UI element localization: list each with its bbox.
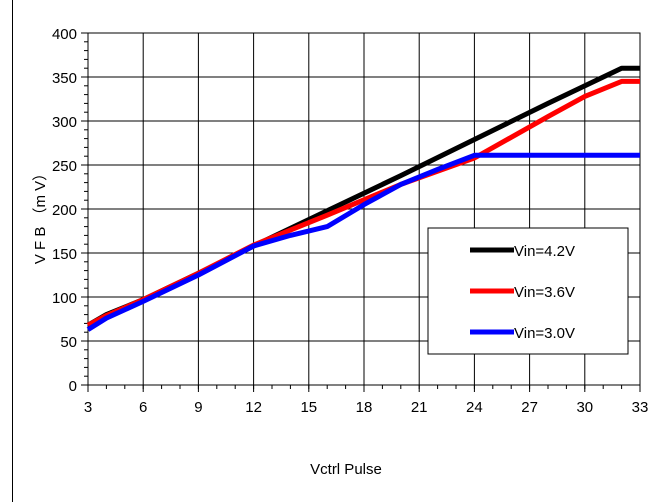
legend-label-1: Vin=4.2V bbox=[514, 243, 575, 260]
x-tick-label: 27 bbox=[521, 399, 538, 416]
legend: Vin=4.2V Vin=3.6V Vin=3.0V bbox=[427, 227, 629, 355]
x-axis-title: Vctrl Pulse bbox=[310, 461, 382, 478]
legend-label-2: Vin=3.6V bbox=[514, 284, 575, 301]
x-tick-label: 24 bbox=[466, 399, 483, 416]
x-tick-label: 33 bbox=[632, 399, 648, 416]
x-tick-label: 6 bbox=[139, 399, 147, 416]
frame-left-border bbox=[12, 0, 13, 502]
y-axis-title: V F B （m V） bbox=[32, 166, 49, 264]
y-tick-label: 200 bbox=[52, 202, 77, 219]
y-tick-label: 100 bbox=[52, 290, 77, 307]
x-tick-label: 12 bbox=[245, 399, 262, 416]
y-tick-label: 300 bbox=[52, 114, 77, 131]
x-tick-label: 3 bbox=[84, 399, 92, 416]
y-tick-label: 150 bbox=[52, 246, 77, 263]
x-tick-labels: 3 6 9 12 15 18 21 24 27 30 33 bbox=[84, 399, 648, 416]
x-tick-label: 30 bbox=[576, 399, 593, 416]
y-tick-label: 250 bbox=[52, 158, 77, 175]
minor-ticks bbox=[81, 32, 641, 392]
y-tick-labels: 0 50 100 150 200 250 300 350 400 bbox=[52, 26, 77, 395]
x-tick-label: 15 bbox=[300, 399, 317, 416]
series-lines bbox=[86, 65, 640, 332]
legend-label-3: Vin=3.0V bbox=[514, 325, 575, 342]
y-tick-label: 400 bbox=[52, 26, 77, 43]
legend-box bbox=[427, 227, 629, 355]
series-line-3 bbox=[86, 152, 640, 332]
x-tick-label: 18 bbox=[356, 399, 373, 416]
y-tick-label: 50 bbox=[60, 334, 77, 351]
y-tick-label: 350 bbox=[52, 70, 77, 87]
x-tick-label: 21 bbox=[411, 399, 428, 416]
y-tick-label: 0 bbox=[69, 378, 77, 395]
x-tick-label: 9 bbox=[194, 399, 202, 416]
